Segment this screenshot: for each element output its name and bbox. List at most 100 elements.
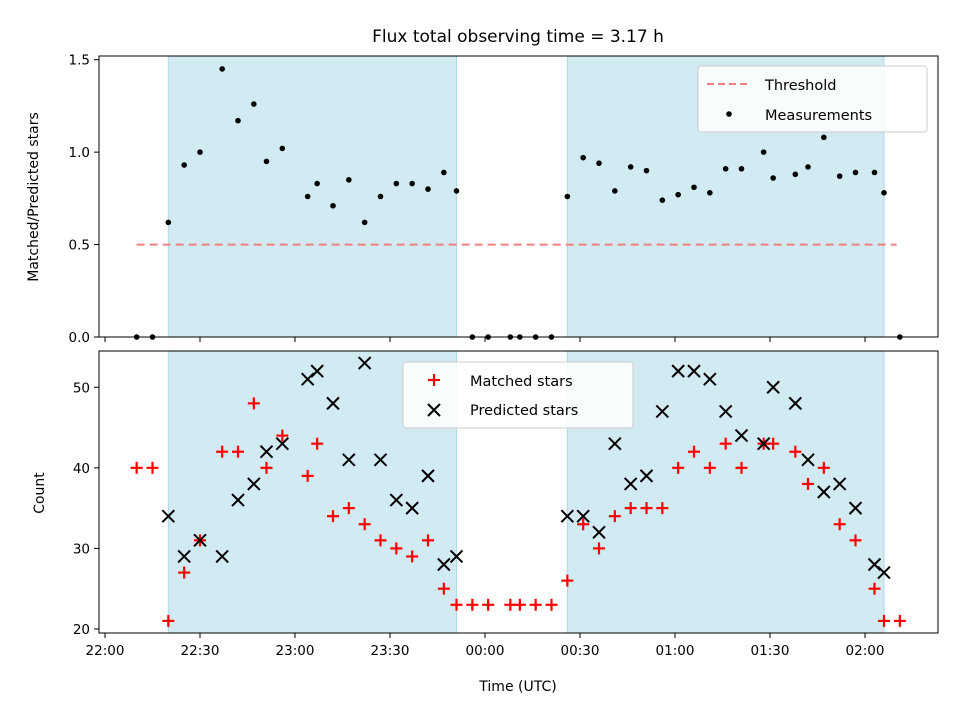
legend-entry-measurements: Measurements bbox=[765, 108, 872, 124]
predicted-stars-point bbox=[592, 525, 606, 539]
predicted-stars-point bbox=[231, 493, 245, 507]
matched-stars-point bbox=[735, 461, 748, 474]
measurement-point bbox=[691, 184, 697, 191]
predicted-stars-point bbox=[756, 436, 771, 451]
x-tick-label: 00:00 bbox=[466, 643, 505, 659]
predicted-stars-point bbox=[421, 469, 435, 483]
predicted-stars-point bbox=[639, 469, 654, 483]
measurement-point bbox=[760, 149, 767, 155]
predicted-stars-point bbox=[671, 364, 685, 378]
measurement-point bbox=[251, 101, 257, 107]
x-tick-label: 01:30 bbox=[751, 643, 790, 659]
measurement-point bbox=[836, 173, 843, 179]
matched-stars-point bbox=[162, 614, 175, 627]
predicted-stars-point bbox=[560, 509, 575, 523]
matched-stars-point bbox=[624, 502, 637, 515]
matched-stars-point bbox=[767, 437, 780, 450]
legend-entry-predicted: Predicted stars bbox=[470, 403, 578, 419]
measurement-point bbox=[453, 188, 460, 194]
matched-stars-point bbox=[688, 445, 700, 458]
y-tick-label: 1.5 bbox=[69, 53, 90, 69]
matched-stars-point bbox=[545, 598, 558, 611]
measurement-point bbox=[197, 149, 203, 155]
predicted-stars-point bbox=[788, 396, 803, 411]
predicted-stars-point bbox=[437, 557, 451, 572]
matched-stars-point bbox=[789, 445, 802, 458]
x-tick-label: 00:30 bbox=[561, 643, 600, 659]
measurement-point bbox=[612, 188, 618, 194]
predicted-stars-point bbox=[817, 485, 831, 499]
predicted-stars-point bbox=[655, 404, 670, 419]
matched-stars-point bbox=[301, 469, 314, 482]
predicted-stars-point bbox=[718, 404, 733, 419]
matched-stars-point bbox=[513, 598, 526, 611]
predicted-stars-point bbox=[259, 445, 274, 459]
y-tick-label: 30 bbox=[73, 541, 90, 557]
measurement-point bbox=[279, 145, 286, 152]
measurement-point bbox=[675, 191, 681, 198]
matched-stars-point bbox=[232, 445, 244, 458]
x-tick-label: 22:30 bbox=[181, 643, 220, 659]
predicted-stars-point bbox=[373, 453, 388, 467]
predicted-stars-point bbox=[801, 453, 815, 467]
y-tick-label: 0.5 bbox=[69, 238, 90, 254]
measurement-point bbox=[393, 180, 400, 187]
matched-stars-point bbox=[130, 461, 143, 474]
y-tick-label: 20 bbox=[73, 622, 90, 638]
predicted-stars-point bbox=[357, 356, 372, 370]
predicted-stars-point bbox=[300, 372, 315, 386]
matched-stars-point bbox=[327, 510, 339, 523]
predicted-stars-point bbox=[405, 501, 419, 515]
predicted-stars-point bbox=[275, 436, 290, 451]
measurement-point bbox=[181, 162, 187, 168]
y-tick-label: 0.0 bbox=[69, 330, 90, 346]
measurement-point bbox=[871, 169, 878, 176]
predicted-stars-point bbox=[342, 453, 356, 467]
measurement-point bbox=[738, 165, 745, 172]
predicted-stars-point bbox=[177, 549, 191, 564]
matched-stars-point bbox=[437, 582, 450, 595]
measurement-point bbox=[263, 158, 270, 165]
measurement-point bbox=[409, 180, 415, 187]
x-tick-label: 01:00 bbox=[656, 643, 695, 659]
matched-stars-point bbox=[247, 397, 260, 410]
matched-stars-point bbox=[640, 502, 653, 515]
measurement-point bbox=[165, 219, 172, 226]
measurement-point bbox=[821, 134, 827, 141]
predicted-stars-point bbox=[623, 477, 638, 491]
chart-title: Flux total observing time = 3.17 h bbox=[372, 27, 664, 47]
x-tick-label: 23:00 bbox=[276, 643, 315, 659]
matched-stars-point bbox=[833, 518, 846, 531]
bottom-series bbox=[130, 356, 906, 627]
matched-stars-point bbox=[466, 598, 479, 611]
bottom-plot-frame bbox=[98, 350, 939, 634]
x-tick-label: 23:30 bbox=[371, 643, 410, 659]
y-tick-label: 40 bbox=[73, 461, 90, 477]
top-series bbox=[133, 66, 903, 340]
measurement-point bbox=[304, 193, 311, 200]
matched-stars-point bbox=[703, 461, 716, 474]
measurement-point bbox=[441, 169, 447, 176]
measurement-point bbox=[643, 167, 650, 174]
y-tick-label: 50 bbox=[73, 380, 90, 396]
predicted-stars-point bbox=[215, 549, 229, 564]
matched-stars-point bbox=[868, 582, 881, 595]
predicted-stars-point bbox=[848, 501, 863, 515]
matched-stars-point bbox=[406, 550, 419, 563]
matched-stars-point bbox=[672, 461, 685, 474]
matched-stars-point bbox=[656, 502, 669, 515]
predicted-stars-point bbox=[576, 509, 590, 523]
top-legend: Threshold Measurements bbox=[697, 65, 928, 133]
predicted-stars-point bbox=[867, 557, 882, 572]
matched-stars-point bbox=[216, 445, 229, 458]
matched-stars-point bbox=[849, 534, 862, 547]
measurement-point bbox=[770, 175, 776, 181]
top-panel: 0.0 0.5 1.0 1.5 Matched/Predicted stars Thr… bbox=[26, 53, 939, 346]
top-x-axis bbox=[104, 337, 866, 342]
matched-stars-point bbox=[450, 598, 463, 611]
bottom-y-axis-title: Count bbox=[32, 472, 48, 514]
top-y-axis: 0.0 0.5 1.0 1.5 bbox=[69, 53, 99, 346]
matched-stars-point bbox=[260, 461, 273, 474]
predicted-stars-point bbox=[703, 372, 717, 386]
